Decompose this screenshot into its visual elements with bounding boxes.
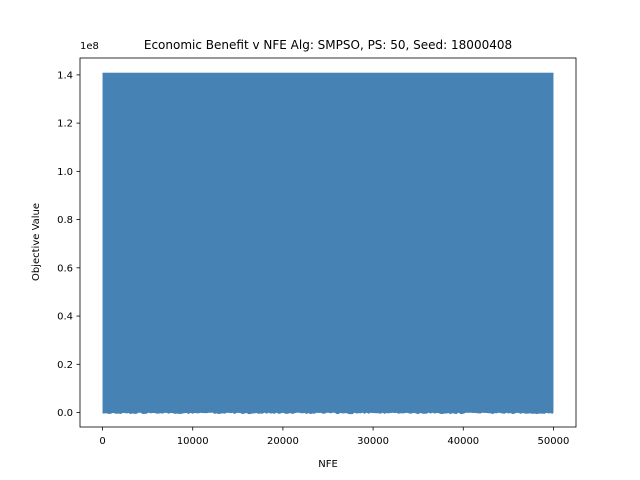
y-tick-label: 0.8 xyxy=(57,215,73,226)
y-tick-label: 1.4 xyxy=(57,70,73,81)
y-tick-label: 0.2 xyxy=(57,360,73,371)
x-tick-label: 0 xyxy=(99,436,105,447)
series-line-edge xyxy=(102,412,554,415)
y-tick-label: 0.4 xyxy=(57,312,73,323)
y-axis-label: Objective Value xyxy=(31,203,42,281)
y-tick-label: 0.6 xyxy=(57,263,73,274)
x-tick-label: 10000 xyxy=(177,436,209,447)
y-offset-label: 1e8 xyxy=(80,41,99,52)
x-tick-label: 30000 xyxy=(357,436,389,447)
chart-title: Economic Benefit v NFE Alg: SMPSO, PS: 5… xyxy=(144,38,512,52)
series-line-band xyxy=(102,72,554,413)
x-axis-label: NFE xyxy=(318,459,338,470)
y-tick-label: 0.0 xyxy=(57,408,73,419)
x-tick-label: 20000 xyxy=(267,436,299,447)
y-axis-ticks: 0.0 0.2 0.4 0.6 0.8 1.0 1.2 1.4 xyxy=(57,70,80,419)
x-axis-ticks: 0 10000 20000 30000 40000 50000 xyxy=(99,427,569,447)
x-tick-label: 50000 xyxy=(538,436,570,447)
axes-frame xyxy=(79,57,577,428)
y-tick-label: 1.2 xyxy=(57,119,73,130)
x-tick-label: 40000 xyxy=(447,436,479,447)
plot-area xyxy=(102,72,554,415)
y-tick-label: 1.0 xyxy=(57,167,73,178)
